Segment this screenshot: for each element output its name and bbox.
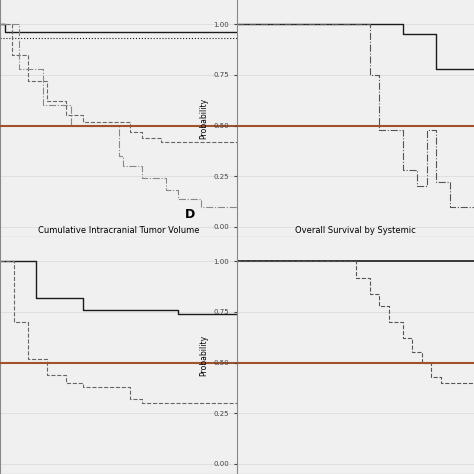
Y-axis label: Probability: Probability [199,98,208,139]
Title: Cumulative Intracranial Tumor Volume: Cumulative Intracranial Tumor Volume [38,226,199,235]
Title: Overall Survival by Systemic: Overall Survival by Systemic [295,226,416,235]
Legend: Breast, Melanoma, Other: Breast, Melanoma, Other [60,326,177,334]
Legend: TN, ER+/HER: TN, ER+/HER [321,326,390,334]
X-axis label: Time ( months): Time ( months) [327,259,384,268]
Y-axis label: Probability: Probability [199,335,208,376]
X-axis label: Time (months): Time (months) [91,259,146,268]
Text: D: D [185,208,195,221]
